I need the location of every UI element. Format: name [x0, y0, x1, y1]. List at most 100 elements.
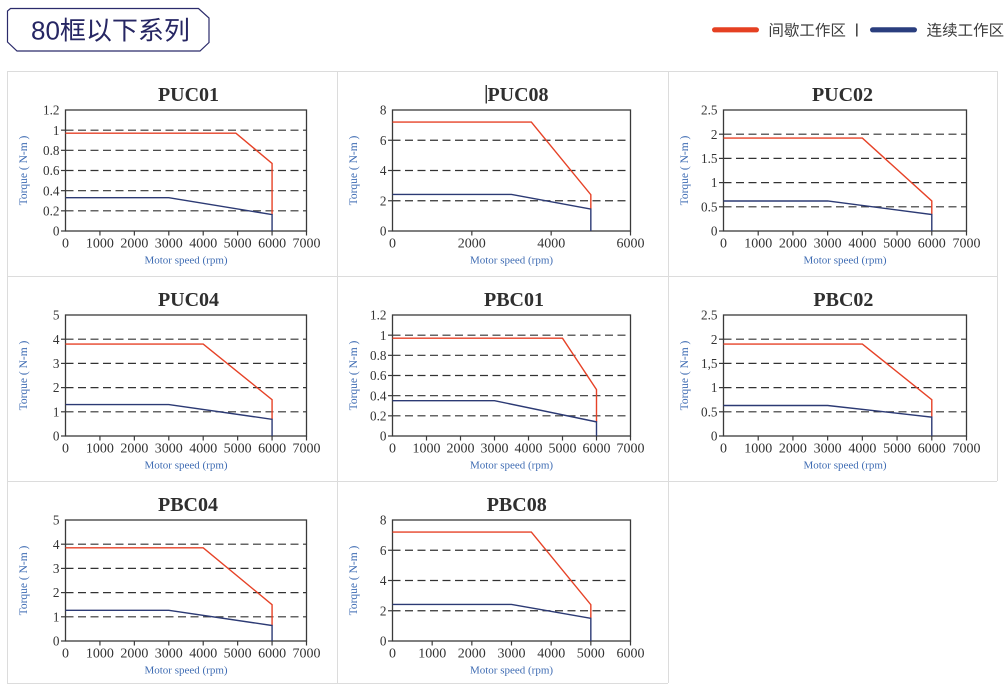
svg-text:Motor speed (rpm): Motor speed (rpm) [803, 255, 886, 267]
svg-text:5000: 5000 [224, 237, 252, 252]
svg-text:3000: 3000 [155, 442, 183, 457]
svg-text:2000: 2000 [779, 237, 807, 252]
svg-text:Motor speed (rpm): Motor speed (rpm) [470, 460, 553, 472]
svg-text:1: 1 [380, 328, 387, 343]
svg-text:PUC01: PUC01 [158, 84, 219, 106]
svg-text:2000: 2000 [120, 237, 148, 252]
svg-text:2000: 2000 [779, 442, 807, 457]
svg-text:0: 0 [62, 647, 69, 662]
svg-text:5000: 5000 [224, 647, 252, 662]
svg-text:4000: 4000 [189, 237, 217, 252]
svg-text:6: 6 [380, 133, 387, 148]
svg-text:80: 80 [31, 16, 60, 46]
svg-text:6000: 6000 [258, 442, 286, 457]
svg-text:PBC08: PBC08 [487, 494, 547, 516]
svg-text:5000: 5000 [224, 442, 252, 457]
svg-text:6000: 6000 [918, 442, 946, 457]
svg-text:0: 0 [62, 237, 69, 252]
svg-text:4000: 4000 [189, 647, 217, 662]
svg-text:6000: 6000 [258, 237, 286, 252]
svg-text:7000: 7000 [293, 647, 321, 662]
svg-text:6: 6 [380, 543, 387, 558]
svg-text:5: 5 [53, 308, 60, 323]
svg-text:5000: 5000 [577, 647, 605, 662]
svg-text:PUC04: PUC04 [158, 289, 219, 311]
svg-text:4: 4 [53, 332, 60, 347]
svg-text:4000: 4000 [848, 442, 876, 457]
svg-text:1000: 1000 [413, 442, 441, 457]
svg-text:4000: 4000 [848, 237, 876, 252]
svg-text:5000: 5000 [549, 442, 577, 457]
svg-text:4000: 4000 [537, 237, 565, 252]
svg-text:4000: 4000 [515, 442, 543, 457]
svg-text:3000: 3000 [481, 442, 509, 457]
svg-text:0: 0 [380, 224, 387, 239]
svg-text:Torque ( N-m ): Torque ( N-m ) [348, 340, 360, 410]
svg-text:2: 2 [53, 380, 60, 395]
svg-text:5: 5 [53, 513, 60, 528]
svg-text:0.8: 0.8 [43, 143, 60, 158]
svg-text:6000: 6000 [583, 442, 611, 457]
svg-text:0.2: 0.2 [43, 203, 59, 218]
svg-text:1: 1 [53, 404, 60, 419]
svg-text:0: 0 [711, 224, 718, 239]
svg-text:Torque ( N-m ): Torque ( N-m ) [18, 340, 30, 410]
svg-text:Torque ( N-m ): Torque ( N-m ) [348, 135, 360, 205]
svg-text:0: 0 [53, 634, 60, 649]
svg-text:1000: 1000 [744, 442, 772, 457]
svg-text:2: 2 [711, 332, 718, 347]
svg-text:3000: 3000 [814, 237, 842, 252]
svg-text:1: 1 [711, 175, 718, 190]
svg-text:PBC04: PBC04 [158, 494, 218, 516]
svg-text:PUC02: PUC02 [812, 84, 873, 106]
svg-text:6000: 6000 [258, 647, 286, 662]
svg-text:0.6: 0.6 [43, 163, 60, 178]
svg-text:1: 1 [711, 380, 718, 395]
svg-text:1000: 1000 [86, 237, 114, 252]
svg-text:0: 0 [389, 442, 396, 457]
svg-text:Motor speed (rpm): Motor speed (rpm) [803, 460, 886, 472]
svg-text:0: 0 [53, 224, 60, 239]
svg-text:Motor speed (rpm): Motor speed (rpm) [144, 460, 227, 472]
svg-text:1: 1 [53, 123, 60, 138]
svg-text:7000: 7000 [953, 237, 981, 252]
svg-text:0: 0 [720, 237, 727, 252]
svg-text:7000: 7000 [293, 442, 321, 457]
svg-text:7000: 7000 [293, 237, 321, 252]
svg-text:Torque ( N-m ): Torque ( N-m ) [679, 340, 691, 410]
svg-text:Torque ( N-m ): Torque ( N-m ) [18, 545, 30, 615]
svg-text:1000: 1000 [86, 647, 114, 662]
svg-text:PBC01: PBC01 [484, 289, 544, 311]
svg-text:6000: 6000 [918, 237, 946, 252]
svg-text:0.6: 0.6 [370, 368, 387, 383]
svg-text:6000: 6000 [617, 647, 645, 662]
svg-text:0: 0 [389, 237, 396, 252]
svg-text:0.2: 0.2 [370, 408, 386, 423]
svg-text:4: 4 [380, 573, 387, 588]
svg-text:2.5: 2.5 [701, 103, 718, 118]
svg-text:3000: 3000 [498, 647, 526, 662]
svg-text:8: 8 [380, 513, 387, 528]
svg-text:PBC02: PBC02 [813, 289, 873, 311]
svg-text:0: 0 [53, 429, 60, 444]
svg-text:1: 1 [53, 609, 60, 624]
svg-text:2000: 2000 [447, 442, 475, 457]
svg-text:2000: 2000 [120, 647, 148, 662]
svg-text:0.8: 0.8 [370, 348, 387, 363]
svg-text:Motor speed (rpm): Motor speed (rpm) [470, 665, 553, 677]
svg-text:2.5: 2.5 [701, 308, 718, 323]
svg-text:0: 0 [711, 429, 718, 444]
svg-text:1000: 1000 [744, 237, 772, 252]
svg-text:4000: 4000 [189, 442, 217, 457]
svg-text:0: 0 [720, 442, 727, 457]
svg-text:5000: 5000 [883, 442, 911, 457]
svg-text:3000: 3000 [814, 442, 842, 457]
svg-text:1.2: 1.2 [43, 103, 59, 118]
svg-text:1.5: 1.5 [701, 151, 718, 166]
svg-text:1,5: 1,5 [701, 356, 718, 371]
svg-text:0.4: 0.4 [370, 388, 387, 403]
svg-text:3: 3 [53, 561, 60, 576]
svg-text:0: 0 [380, 634, 387, 649]
svg-text:Motor speed (rpm): Motor speed (rpm) [470, 255, 553, 267]
svg-text:2: 2 [380, 603, 387, 618]
